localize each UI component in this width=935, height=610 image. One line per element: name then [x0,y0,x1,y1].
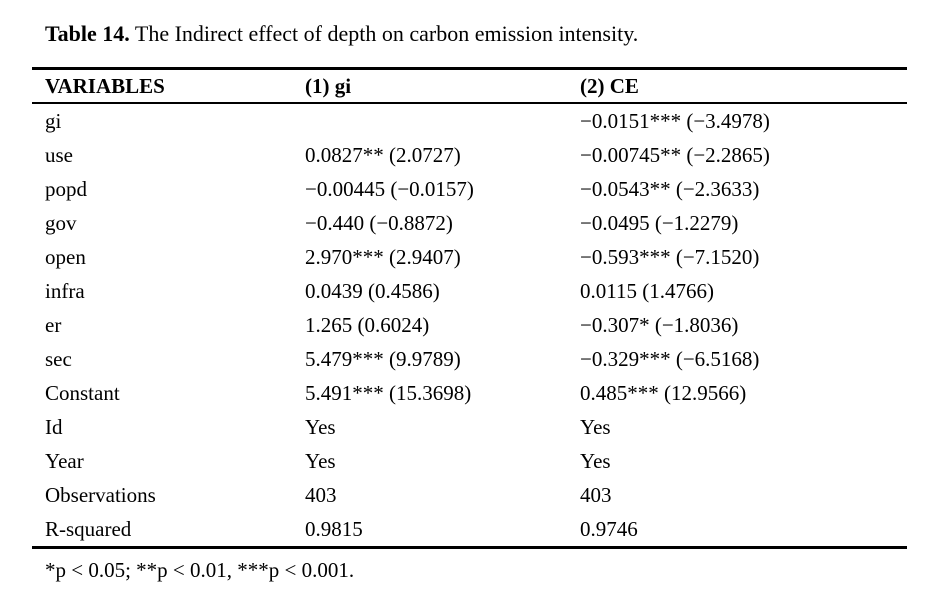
table-row: Id Yes Yes [32,410,907,444]
table-row: Observations 403 403 [32,478,907,512]
column-header-variables: VARIABLES [32,68,305,104]
table-caption: Table 14. The Indirect effect of depth o… [45,20,935,48]
value-cell-gi: 1.265 (0.6024) [305,312,430,337]
table-row: open 2.970*** (2.9407) −0.593*** (−7.152… [32,240,907,274]
variable-cell: Observations [45,482,156,507]
value-cell-gi: Yes [305,448,336,473]
table-row: R-squared 0.9815 0.9746 [32,512,907,548]
value-cell-ce: −0.0543** (−2.3633) [580,176,760,201]
value-cell-gi: 0.0439 (0.4586) [305,278,440,303]
variable-cell: gi [45,108,62,133]
value-cell-gi: 2.970*** (2.9407) [305,244,461,269]
table-row: gi −0.0151*** (−3.4978) [32,103,907,138]
value-cell-gi: 403 [305,482,337,507]
variable-cell: use [45,142,73,167]
value-cell-ce: Yes [580,414,611,439]
value-cell-ce: 403 [580,482,612,507]
variable-cell: Year [45,448,84,473]
table-row: gov −0.440 (−0.8872) −0.0495 (−1.2279) [32,206,907,240]
column-header-model-2-ce: (2) CE [580,68,907,104]
table-row: Constant 5.491*** (15.3698) 0.485*** (12… [32,376,907,410]
value-cell-gi: 5.479*** (9.9789) [305,346,461,371]
table-body: gi −0.0151*** (−3.4978) use 0.0827** (2.… [32,103,907,548]
table-row: sec 5.479*** (9.9789) −0.329*** (−6.5168… [32,342,907,376]
table-row: er 1.265 (0.6024) −0.307* (−1.8036) [32,308,907,342]
variable-cell: sec [45,346,72,371]
value-cell-gi: 0.9815 [305,516,363,541]
variable-cell: open [45,244,86,269]
variable-cell: Id [45,414,63,439]
value-cell-ce: 0.485*** (12.9566) [580,380,747,405]
value-cell-gi [305,103,580,138]
value-cell-ce: −0.329*** (−6.5168) [580,346,760,371]
value-cell-gi: 5.491*** (15.3698) [305,380,472,405]
variable-cell: gov [45,210,77,235]
variable-cell: er [45,312,62,337]
value-cell-ce: 0.9746 [580,516,638,541]
value-cell-ce: −0.593*** (−7.1520) [580,244,760,269]
table-header: VARIABLES (1) gi (2) CE [32,68,907,104]
significance-note: *p < 0.05; **p < 0.01, ***p < 0.001. [45,558,355,582]
table-number-label: Table 14. [45,21,130,46]
value-cell-ce: 0.0115 (1.4766) [580,278,714,303]
variable-cell: infra [45,278,85,303]
variable-cell: popd [45,176,87,201]
value-cell-gi: 0.0827** (2.0727) [305,142,461,167]
table-row: popd −0.00445 (−0.0157) −0.0543** (−2.36… [32,172,907,206]
header-row: VARIABLES (1) gi (2) CE [32,68,907,104]
value-cell-ce: Yes [580,448,611,473]
table-row: infra 0.0439 (0.4586) 0.0115 (1.4766) [32,274,907,308]
value-cell-ce: −0.00745** (−2.2865) [580,142,770,167]
value-cell-ce: −0.0495 (−1.2279) [580,210,739,235]
value-cell-gi: −0.440 (−0.8872) [305,210,453,235]
table-row: Year Yes Yes [32,444,907,478]
paper-page: Table 14. The Indirect effect of depth o… [32,20,935,582]
column-header-model-1-gi: (1) gi [305,68,580,104]
variable-cell: Constant [45,380,120,405]
table-row: use 0.0827** (2.0727) −0.00745** (−2.286… [32,138,907,172]
value-cell-ce: −0.0151*** (−3.4978) [580,108,770,133]
value-cell-gi: −0.00445 (−0.0157) [305,176,474,201]
table-caption-text: The Indirect effect of depth on carbon e… [129,21,639,46]
variable-cell: R-squared [45,516,132,541]
value-cell-ce: −0.307* (−1.8036) [580,312,739,337]
value-cell-gi: Yes [305,414,336,439]
regression-results-table: VARIABLES (1) gi (2) CE gi −0.0151*** (−… [32,67,907,549]
